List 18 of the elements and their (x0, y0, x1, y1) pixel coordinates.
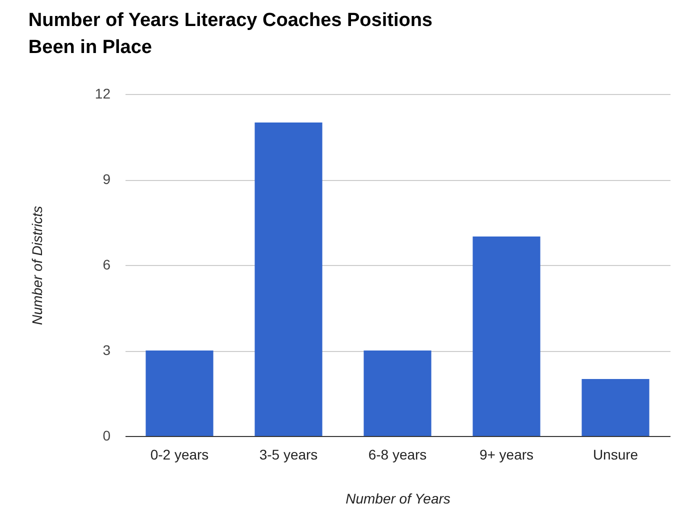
y-tick-label: 9 (102, 171, 111, 187)
y-tick-label: 6 (102, 256, 111, 272)
bar (472, 236, 540, 436)
bar (582, 379, 650, 436)
y-tick-label: 12 (94, 86, 111, 102)
bar (146, 350, 214, 436)
x-tick-label: 9+ years (479, 446, 534, 462)
x-tick-label: 0-2 years (150, 446, 209, 462)
x-tick-label: 6-8 years (368, 446, 427, 462)
x-tick-label: 3-5 years (259, 446, 318, 462)
y-tick-label: 0 (102, 428, 111, 444)
x-tick-label: Unsure (592, 446, 638, 462)
chart-title: Number of Years Literacy Coaches Positions Been in Place (28, 10, 433, 58)
bar (254, 122, 322, 436)
bar (364, 350, 432, 436)
y-tick-label: 3 (102, 342, 111, 358)
y-axis-title: Number of Districts (28, 206, 45, 326)
x-axis-title: Number of Years (346, 490, 450, 506)
